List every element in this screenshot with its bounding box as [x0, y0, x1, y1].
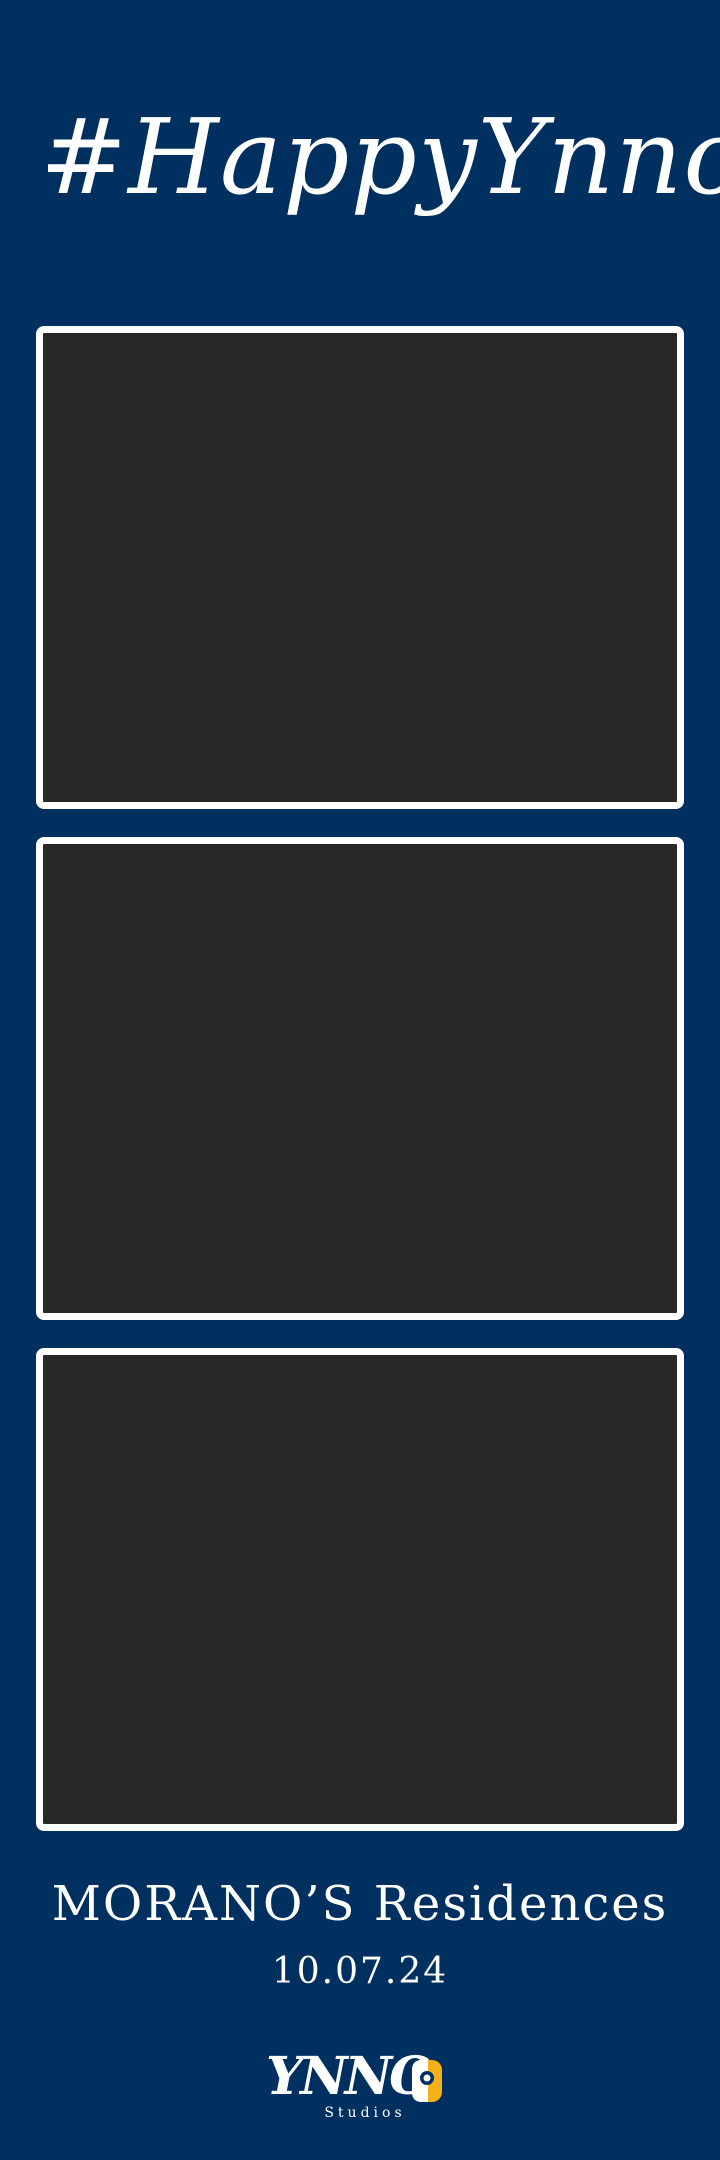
logo-subtitle: Studios: [324, 2105, 406, 2121]
photo-slot-3: [36, 1348, 684, 1831]
event-date: 10.07.24: [271, 1951, 449, 1992]
event-hashtag: #HappyYnnoDay: [40, 96, 720, 218]
studio-logo: YNNO Studios: [260, 2050, 460, 2130]
logo-wordmark: YNNO: [266, 2046, 434, 2107]
camera-icon: [412, 2060, 442, 2102]
photo-slot-1: [36, 326, 684, 809]
photo-slot-2: [36, 837, 684, 1320]
venue-name: MORANO’S Residences: [51, 1876, 669, 1932]
